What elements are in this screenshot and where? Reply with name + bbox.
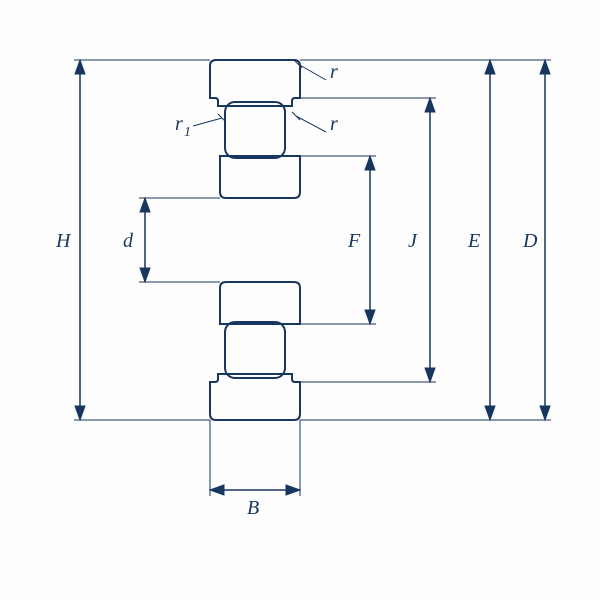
label-J: J	[408, 230, 418, 252]
label-r1-sub: 1	[184, 125, 191, 140]
label-F: F	[347, 230, 361, 252]
label-D: D	[522, 230, 538, 252]
label-H: H	[55, 230, 72, 252]
label-d: d	[123, 230, 134, 252]
label-r1: r	[175, 113, 183, 135]
label-B: B	[247, 497, 259, 519]
label-r-inner: r	[330, 113, 338, 135]
label-r-outer: r	[330, 61, 338, 83]
label-E: E	[467, 230, 480, 252]
